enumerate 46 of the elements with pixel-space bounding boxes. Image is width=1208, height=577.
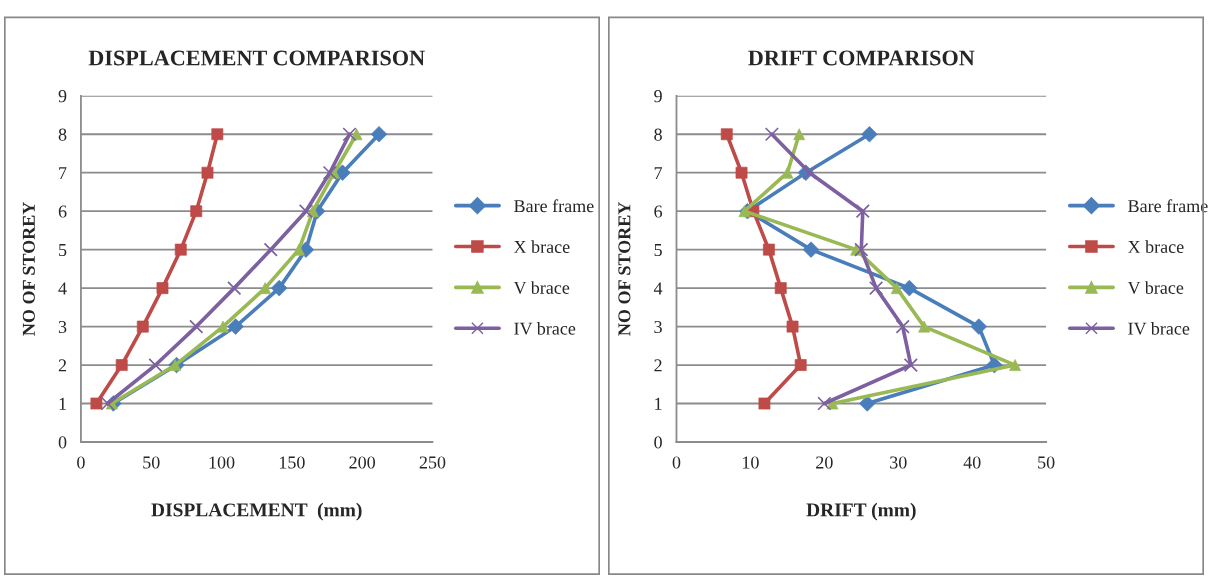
chart-title: DISPLACEMENT COMPARISON	[88, 50, 425, 66]
y-tick-label: 4	[58, 282, 67, 295]
y-tick-label: 2	[654, 359, 662, 372]
legend-label: V brace	[1127, 281, 1184, 294]
x-tick-label: 20	[816, 456, 833, 469]
x-tick-label: 50	[1038, 456, 1055, 469]
y-tick-label: 1	[59, 397, 66, 410]
y-tick-label: 4	[653, 282, 663, 295]
x-tick-label: 150	[279, 456, 305, 469]
legend-label: X brace	[1127, 240, 1184, 254]
x-axis-title: DISPLACEMENT (mm)	[151, 502, 362, 521]
y-tick-label: 8	[654, 128, 662, 141]
x-axis-title: DRIFT (mm)	[806, 502, 916, 521]
x-tick-label: 0	[672, 456, 681, 469]
legend-label: Bare frame	[1128, 199, 1208, 213]
y-tick-label: 9	[654, 90, 662, 103]
y-tick-label: 3	[58, 320, 67, 334]
y-tick-label: 1	[655, 397, 662, 410]
y-tick-label: 2	[58, 359, 67, 372]
y-tick-label: 6	[654, 205, 663, 218]
y-tick-label: 5	[59, 244, 67, 257]
x-tick-label: 0	[77, 456, 85, 469]
x-tick-label: 10	[742, 456, 759, 469]
legend-label: IV brace	[514, 322, 576, 335]
y-tick-label: 3	[654, 320, 662, 334]
y-tick-label: 0	[654, 436, 662, 449]
y-tick-label: 0	[58, 436, 67, 449]
y-tick-label: 8	[58, 128, 67, 141]
legend-label: V brace	[513, 281, 570, 294]
x-tick-label: 200	[349, 456, 376, 469]
x-tick-label: 40	[963, 456, 981, 469]
chart-title: DRIFT COMPARISON	[748, 50, 975, 66]
legend-label: Bare frame	[514, 199, 594, 213]
y-axis-title: NO OF STOREY	[618, 202, 631, 336]
legend-label: IV brace	[1128, 322, 1190, 335]
y-axis-title: NO OF STOREY	[22, 202, 35, 336]
x-tick-label: 250	[419, 456, 446, 469]
y-tick-label: 5	[654, 244, 662, 257]
y-tick-label: 7	[59, 167, 67, 179]
x-tick-label: 100	[209, 456, 235, 469]
y-tick-label: 7	[654, 167, 663, 179]
legend-label: X brace	[513, 240, 570, 254]
x-tick-label: 30	[890, 456, 907, 469]
y-tick-label: 9	[58, 90, 67, 103]
y-tick-label: 6	[58, 205, 67, 218]
x-tick-label: 50	[143, 456, 160, 469]
